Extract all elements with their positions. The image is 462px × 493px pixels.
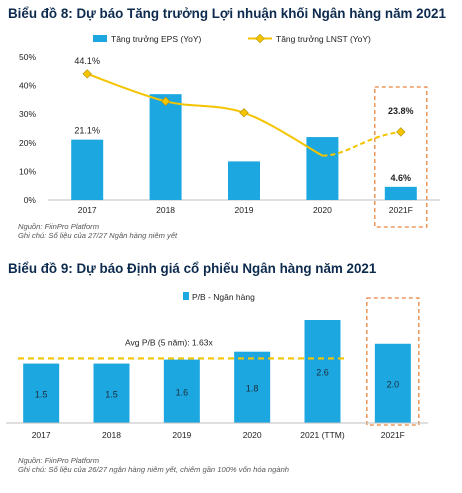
lnst-line-actual: [86, 72, 323, 157]
chart9-note: Ghi chú: Số liệu của 26/27 ngân hàng niê…: [18, 465, 290, 474]
y-tick-label: 50%: [19, 52, 36, 62]
chart8-plot: Tăng trưởng EPS (YoY) Tăng trưởng LNST (Y…: [19, 33, 440, 228]
chart8-note: Ghi chú: Số liệu của 27/27 Ngân hàng niê…: [18, 231, 178, 240]
legend-eps-swatch: [93, 35, 107, 42]
pb-bar: [304, 320, 341, 423]
pb-data-label: 2.0: [387, 379, 400, 389]
y-tick-label: 30%: [19, 109, 36, 119]
pb-bar: [234, 351, 271, 423]
pb-bar: [374, 343, 411, 423]
eps-data-label: 21.1%: [74, 126, 100, 136]
pb-data-label: 1.6: [176, 387, 189, 397]
lnst-data-label: 23.8%: [388, 106, 414, 116]
lnst-point: [160, 96, 171, 106]
x-tick-label: 2018: [156, 205, 175, 215]
avg-pb-label: Avg P/B (5 năm): 1.63x: [125, 337, 213, 347]
legend-pb-label: P/B - Ngân hàng: [192, 292, 255, 302]
legend-eps-label: Tăng trưởng EPS (YoY): [111, 34, 201, 44]
y-tick-label: 40%: [19, 81, 36, 91]
eps-bar: [71, 139, 104, 200]
pb-bar: [163, 359, 200, 423]
lnst-data-label: 44.1%: [74, 56, 100, 66]
pb-bar: [23, 363, 60, 423]
x-tick-label: 2017: [78, 205, 97, 215]
chart8-legend: Tăng trưởng EPS (YoY) Tăng trưởng LNST (Y…: [93, 33, 371, 44]
eps-bar: [228, 161, 260, 200]
chart9-legend: P/B - Ngân hàng: [183, 292, 255, 302]
chart8-line: 44.1% 23.8%: [74, 56, 414, 157]
pb-data-label: 1.5: [105, 389, 118, 399]
y-tick-label: 20%: [19, 138, 36, 148]
eps-bar: [384, 186, 417, 200]
pb-data-label: 2.6: [316, 368, 329, 378]
chart8-highlight-box: [374, 86, 428, 228]
x-tick-label: 2020: [243, 430, 262, 440]
lnst-point: [82, 69, 92, 79]
chart9-source: Nguồn: FiinPro Platform: [18, 456, 100, 465]
x-tick-label: 2019: [235, 205, 254, 215]
x-tick-label: 2021F: [381, 430, 405, 440]
x-tick-label: 2021F: [389, 205, 413, 215]
pb-bar: [93, 363, 130, 423]
legend-lnst-marker: [255, 33, 265, 44]
chart8-x-axis: 2017 2018 2019 2020 2021F: [78, 205, 413, 215]
lnst-point: [396, 127, 406, 137]
legend-pb-swatch: [183, 292, 189, 300]
x-tick-label: 2021 (TTM): [300, 430, 345, 440]
eps-data-label: 4.6%: [391, 173, 412, 183]
eps-bar: [149, 94, 182, 200]
pb-data-label: 1.5: [35, 389, 48, 399]
chart8-bars: 21.1% 4.6%: [71, 94, 417, 200]
chart9-title: Biểu đồ 9: Dự báo Định giá cổ phiếu Ngân…: [8, 261, 377, 276]
x-tick-label: 2017: [32, 430, 51, 440]
chart8-title: Biểu đồ 8: Dự báo Tăng trưởng Lợi nhuận …: [8, 6, 446, 21]
x-tick-label: 2020: [313, 205, 332, 215]
chart8-source: Nguồn: FiinPro Platform: [18, 222, 100, 231]
chart9-average-line: Avg P/B (5 năm): 1.63x: [18, 337, 345, 360]
chart9-bars: 1.5 1.5 1.6 1.8 2.6 2.0: [6, 320, 428, 424]
lnst-line-forecast: [322, 130, 401, 157]
pb-data-label: 1.8: [246, 383, 259, 393]
forecast-highlight-box: [366, 297, 420, 426]
lnst-point: [239, 108, 249, 118]
y-tick-label: 10%: [19, 166, 36, 176]
x-tick-label: 2019: [172, 430, 191, 440]
legend-lnst-label: Tăng trưởng LNST (YoY): [276, 34, 371, 44]
chart9-highlight-box: [366, 297, 420, 426]
x-tick-label: 2018: [102, 430, 121, 440]
y-tick-label: 0%: [24, 195, 37, 205]
eps-bar: [306, 137, 339, 200]
forecast-highlight-box: [374, 86, 428, 228]
chart9-x-axis: 2017 2018 2019 2020 2021 (TTM) 2021F: [32, 430, 405, 440]
